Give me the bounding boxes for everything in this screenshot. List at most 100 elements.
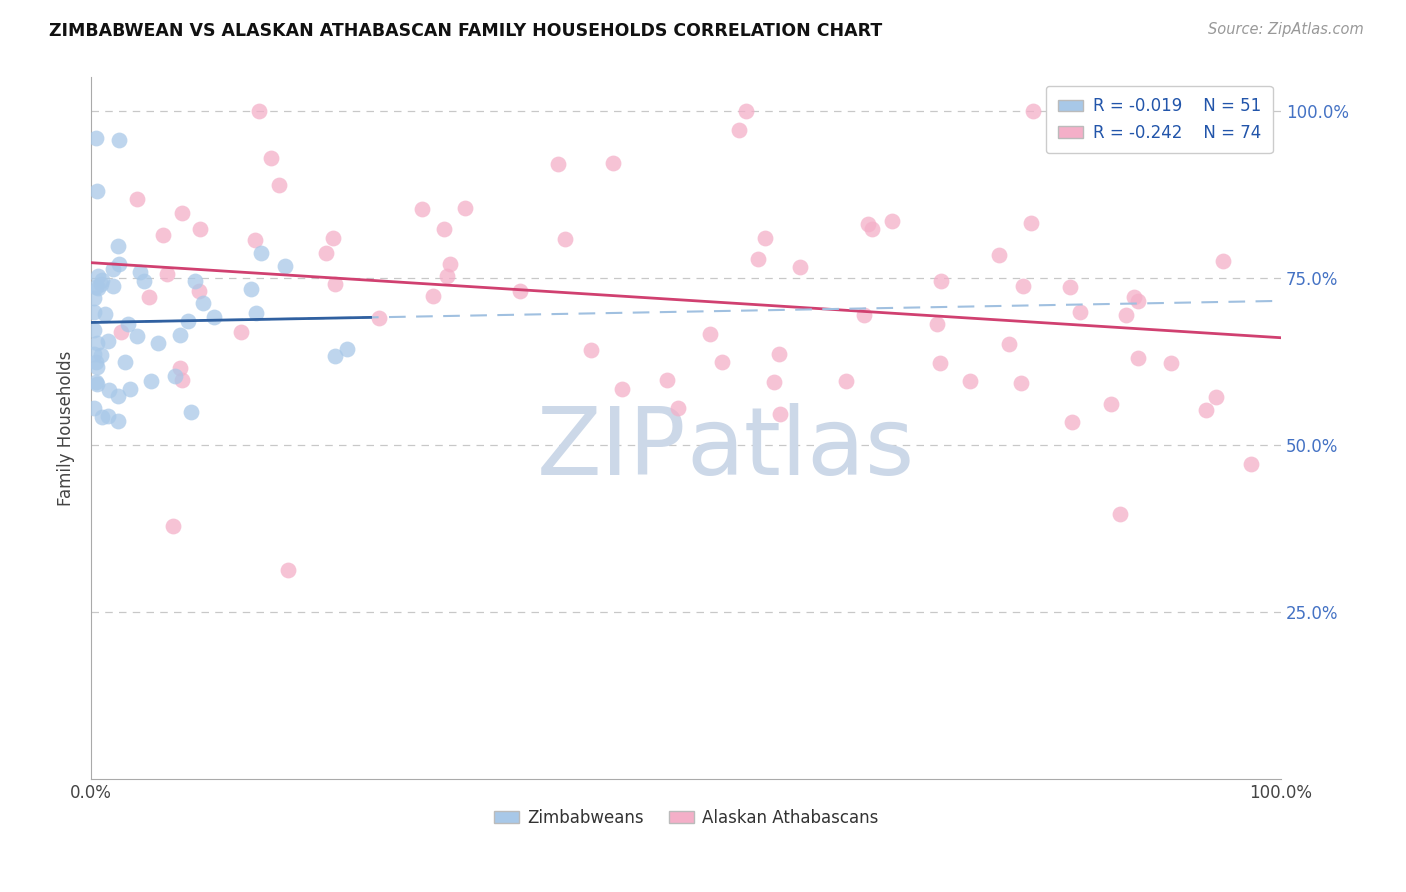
Point [439,257,461,271]
Point [97,409,120,424]
Point [747,252,769,266]
Point [602,156,624,170]
Point [177,314,200,328]
Point [1099,397,1122,411]
Point [1195,402,1218,417]
Point [315,245,337,260]
Point [267,178,290,192]
Point [927,318,949,332]
Point [139,374,162,388]
Point [110,325,132,339]
Point [188,284,211,298]
Point [120,382,142,396]
Point [929,274,952,288]
Point [323,277,346,292]
Point [93,308,115,322]
Point [554,232,576,246]
Point [1062,416,1084,430]
Point [108,257,131,271]
Point [98,383,121,397]
Point [86,376,108,391]
Text: atlas: atlas [686,403,914,495]
Point [987,248,1010,262]
Point [323,349,346,363]
Point [165,369,187,384]
Point [1059,280,1081,294]
Point [90,348,112,362]
Point [125,328,148,343]
Point [108,133,131,147]
Point [84,376,107,390]
Point [245,306,267,320]
Point [835,374,858,388]
Point [125,192,148,206]
Point [1019,216,1042,230]
Point [998,337,1021,351]
Point [1108,507,1130,521]
Point [191,295,214,310]
Point [436,268,458,283]
Point [83,291,105,305]
Point [260,151,283,165]
Point [83,323,105,337]
Point [610,382,633,396]
Point [336,342,359,356]
Point [1122,290,1144,304]
Point [433,221,456,235]
Point [666,401,689,415]
Point [422,288,444,302]
Point [103,261,125,276]
Point [84,355,107,369]
Point [727,123,749,137]
Point [273,259,295,273]
Point [411,202,433,217]
Y-axis label: Family Households: Family Households [58,351,75,506]
Point [959,374,981,388]
Point [367,311,389,326]
Point [172,374,194,388]
Point [763,375,786,389]
Point [1212,254,1234,268]
Point [547,157,569,171]
Point [91,409,114,424]
Point [769,407,792,421]
Point [1010,376,1032,391]
Point [1240,458,1263,472]
Point [852,309,875,323]
Point [509,284,531,298]
Point [243,233,266,247]
Point [754,231,776,245]
Point [83,401,105,415]
Point [858,217,880,231]
Point [83,305,105,319]
Point [655,373,678,387]
Point [454,201,477,215]
Point [162,519,184,533]
Point [172,206,194,220]
Point [247,103,270,118]
Text: ZIMBABWEAN VS ALASKAN ATHABASCAN FAMILY HOUSEHOLDS CORRELATION CHART: ZIMBABWEAN VS ALASKAN ATHABASCAN FAMILY … [49,22,883,40]
Point [1011,279,1033,293]
Point [156,268,179,282]
Point [86,184,108,198]
Point [97,334,120,349]
Point [138,290,160,304]
Point [87,281,110,295]
Legend: Zimbabweans, Alaskan Athabascans: Zimbabweans, Alaskan Athabascans [486,803,884,834]
Point [87,268,110,283]
Point [169,360,191,375]
Point [1069,305,1091,319]
Point [114,354,136,368]
Point [882,214,904,228]
Point [202,310,225,324]
Point [1021,103,1043,118]
Point [322,231,344,245]
Point [768,347,790,361]
Point [188,222,211,236]
Point [1160,356,1182,370]
Point [146,336,169,351]
Point [107,414,129,428]
Point [277,563,299,577]
Point [101,279,124,293]
Point [789,260,811,275]
